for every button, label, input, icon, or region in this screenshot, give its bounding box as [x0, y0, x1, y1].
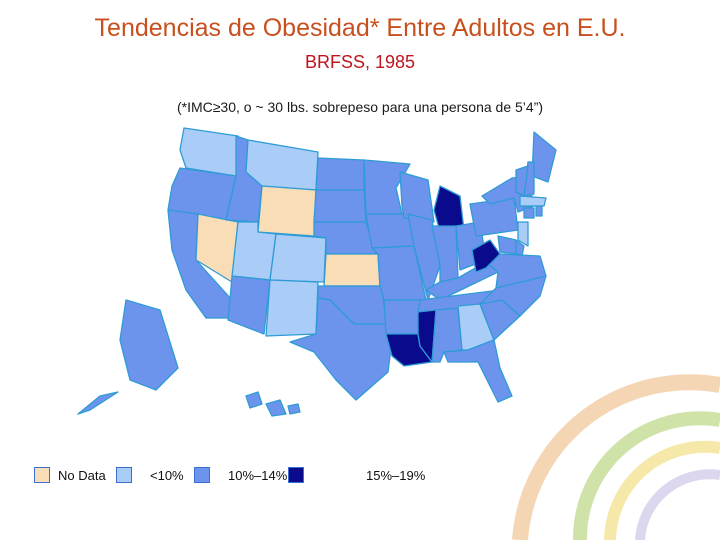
- state-nj: [517, 221, 529, 247]
- state-ks: [323, 253, 381, 287]
- state-wi: [399, 171, 435, 223]
- state-fl: [443, 339, 513, 403]
- legend-swatch-15-19: [288, 467, 304, 483]
- map-subtitle: BRFSS, 1985: [304, 52, 416, 72]
- legend-swatch-lt10: [116, 467, 132, 483]
- state-me: [531, 131, 557, 183]
- state-ct: [523, 207, 535, 219]
- state-ia: [365, 213, 415, 249]
- state-nd: [315, 157, 365, 191]
- legend: No Data <10% 10%–14% 15%–19%: [30, 465, 450, 489]
- bmi-note: (*IMC≥30, o ~ 30 lbs. sobrepeso para una…: [176, 99, 544, 115]
- state-co: [269, 233, 327, 283]
- state-wy: [257, 185, 317, 237]
- state-md: [497, 235, 517, 255]
- state-nm: [265, 279, 319, 337]
- state-ar: [383, 299, 421, 335]
- state-sd: [313, 189, 367, 223]
- legend-swatch-10-14: [194, 467, 210, 483]
- legend-swatch-no-data: [34, 467, 50, 483]
- legend-label-no-data: No Data: [58, 468, 106, 483]
- state-az: [227, 275, 271, 335]
- legend-label-15-19: 15%–19%: [366, 468, 426, 483]
- state-ri: [535, 205, 543, 217]
- state-ma: [519, 195, 547, 207]
- state-il: [407, 213, 441, 301]
- state-wv: [471, 239, 501, 273]
- map-title: Tendencias de Obesidad* Entre Adultos en…: [94, 14, 626, 42]
- state-pa: [469, 197, 519, 237]
- state-ak: [77, 299, 179, 415]
- state-hi: [245, 391, 301, 417]
- legend-label-lt10: <10%: [150, 468, 184, 483]
- legend-label-10-14: 10%–14%: [228, 468, 288, 483]
- state-ms: [417, 309, 437, 363]
- state-tx: [289, 297, 393, 401]
- state-mn: [363, 159, 411, 215]
